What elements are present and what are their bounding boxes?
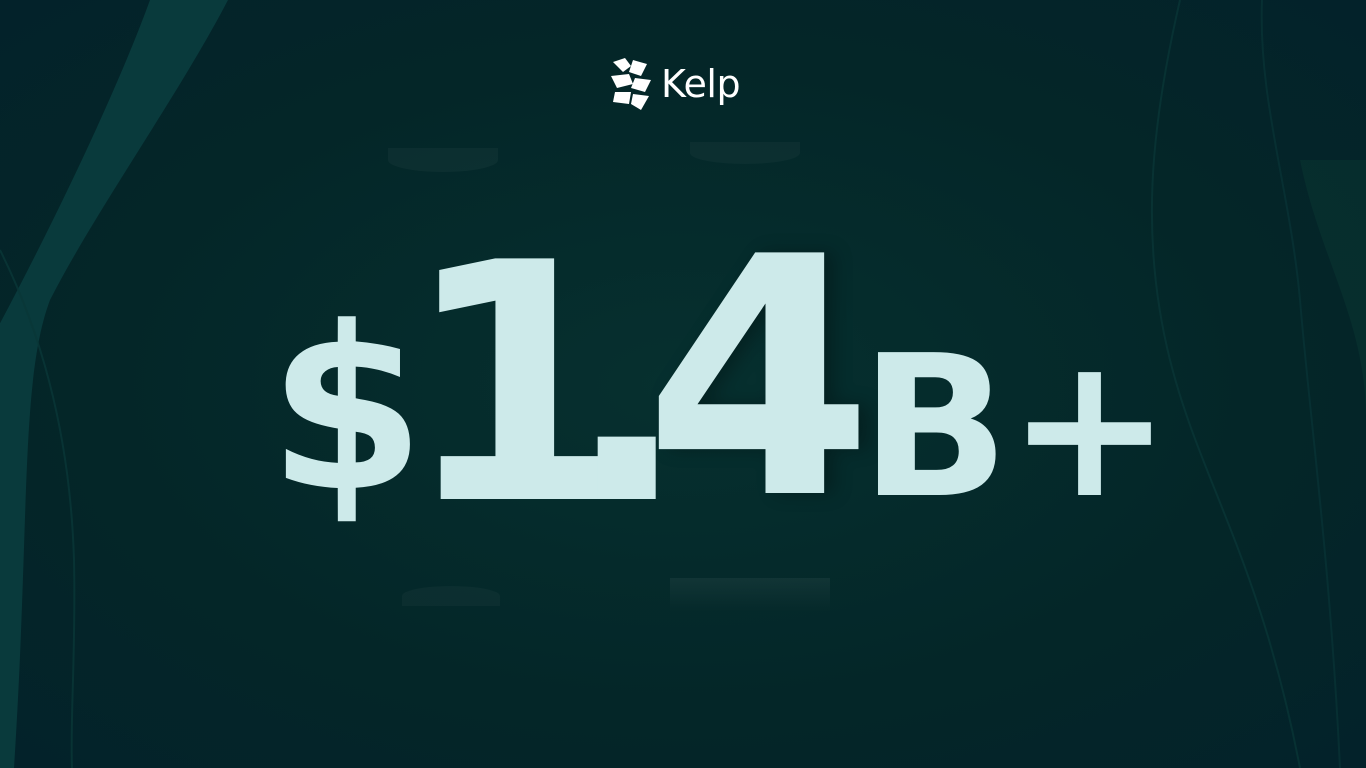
kelp-logo-icon bbox=[611, 58, 651, 110]
brand-name: Kelp bbox=[661, 62, 741, 106]
figure-fraction-digit: 4 bbox=[644, 187, 874, 571]
figure-suffix: B+ bbox=[860, 314, 1172, 542]
figure-whole-digit: 1 bbox=[402, 193, 632, 577]
left-wave-band bbox=[0, 0, 228, 768]
headline-figure: $ 1 . 4 B+ bbox=[258, 214, 1172, 550]
brand-logo: Kelp bbox=[609, 56, 741, 112]
right-wave-line-1 bbox=[1150, 0, 1301, 768]
right-wave-line-2 bbox=[1260, 0, 1341, 768]
figure-decimal-point: . bbox=[564, 193, 690, 577]
right-wave-band bbox=[1300, 160, 1366, 420]
figure-currency-symbol: $ bbox=[268, 279, 425, 542]
left-wave-line bbox=[0, 249, 76, 768]
